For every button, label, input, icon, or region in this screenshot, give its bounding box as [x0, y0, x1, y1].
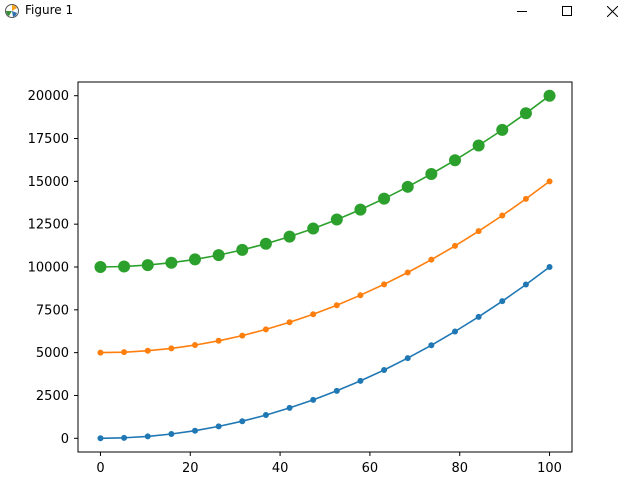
- series-3-point: [330, 213, 343, 226]
- x-tick-label: 80: [451, 461, 468, 476]
- series-2-point: [215, 337, 222, 344]
- maximize-icon: [562, 6, 572, 16]
- series-2-point: [381, 281, 388, 288]
- series-3-point: [259, 237, 272, 250]
- plot-area: [78, 82, 572, 452]
- series-1-point: [239, 418, 246, 425]
- y-tick-label: 0: [61, 432, 69, 447]
- series-1-point: [499, 298, 506, 305]
- series-1-point: [286, 404, 293, 411]
- series-1-point: [310, 396, 317, 403]
- series-2-point: [239, 332, 246, 339]
- series-1-point: [262, 412, 269, 419]
- series-3-point: [236, 243, 249, 256]
- series-3-point: [378, 192, 391, 205]
- y-tick-label: 7500: [36, 303, 69, 318]
- series-1-point: [97, 435, 104, 442]
- series-2-point: [404, 269, 411, 276]
- series-1-point: [191, 427, 198, 434]
- series-3-point: [283, 230, 296, 243]
- series-2-point: [262, 326, 269, 333]
- series-3-point: [188, 253, 201, 266]
- series-2-point: [546, 178, 553, 185]
- window-titlebar: Figure 1: [0, 0, 635, 22]
- series-2-point: [522, 195, 529, 202]
- matplotlib-logo-icon: [5, 4, 19, 18]
- series-3-point: [307, 222, 320, 235]
- y-tick-label: 17500: [28, 132, 69, 147]
- series-3-point: [543, 89, 556, 102]
- series-2-point: [357, 292, 364, 299]
- series-2-point: [499, 212, 506, 219]
- series-2-point: [333, 302, 340, 309]
- x-tick-label: 20: [182, 461, 199, 476]
- series-3-point: [212, 249, 225, 262]
- minimize-icon: [517, 11, 527, 12]
- series-1-point: [522, 281, 529, 288]
- series-1-point: [215, 423, 222, 430]
- series-1-point: [546, 264, 553, 270]
- x-tick-label: 0: [96, 461, 104, 476]
- series-1-point: [121, 434, 128, 441]
- series-3-point: [496, 123, 509, 136]
- window-title: Figure 1: [25, 3, 74, 17]
- series-1-point: [452, 328, 459, 335]
- x-tick-label: 60: [362, 461, 379, 476]
- y-tick-label: 10000: [28, 261, 69, 276]
- series-1-point: [428, 342, 435, 349]
- series-3-point: [354, 203, 367, 216]
- series-1-line: [100, 266, 550, 440]
- series-2-point: [286, 319, 293, 326]
- series-3-point: [449, 154, 462, 167]
- series-1-point: [475, 313, 482, 320]
- series-1-point: [381, 366, 388, 373]
- series-3-point: [94, 261, 107, 273]
- x-tick-label: 100: [537, 461, 562, 476]
- series-3-point: [165, 256, 178, 269]
- y-tick-label: 5000: [36, 346, 69, 361]
- y-tick-label: 20000: [28, 89, 69, 104]
- series-2-point: [144, 347, 151, 354]
- series-1-point: [168, 431, 175, 438]
- series-2-point: [452, 242, 459, 249]
- series-2-line: [100, 180, 550, 354]
- series-2-point: [428, 256, 435, 263]
- series-2-point: [97, 349, 104, 356]
- plot-frame: [77, 81, 573, 453]
- minimize-button[interactable]: [499, 0, 545, 22]
- series-3-point: [425, 168, 438, 181]
- series-1-point: [404, 355, 411, 362]
- maximize-button[interactable]: [544, 0, 590, 22]
- series-2-point: [121, 349, 128, 356]
- series-3-point: [401, 180, 414, 193]
- series-1-point: [333, 387, 340, 394]
- series-2-point: [168, 345, 175, 352]
- series-3-point: [118, 260, 131, 273]
- series-2-point: [475, 228, 482, 235]
- series-3-point: [141, 259, 154, 272]
- series-2-point: [310, 311, 317, 318]
- close-button[interactable]: [589, 0, 635, 22]
- y-tick-label: 2500: [36, 389, 69, 404]
- close-icon: [606, 5, 618, 17]
- series-3-point: [519, 107, 532, 120]
- x-tick-label: 40: [272, 461, 289, 476]
- series-2-point: [191, 342, 198, 349]
- y-tick-label: 12500: [28, 218, 69, 233]
- series-1-point: [357, 377, 364, 384]
- series-3-point: [472, 139, 485, 152]
- y-tick-label: 15000: [28, 175, 69, 190]
- series-1-point: [144, 433, 151, 440]
